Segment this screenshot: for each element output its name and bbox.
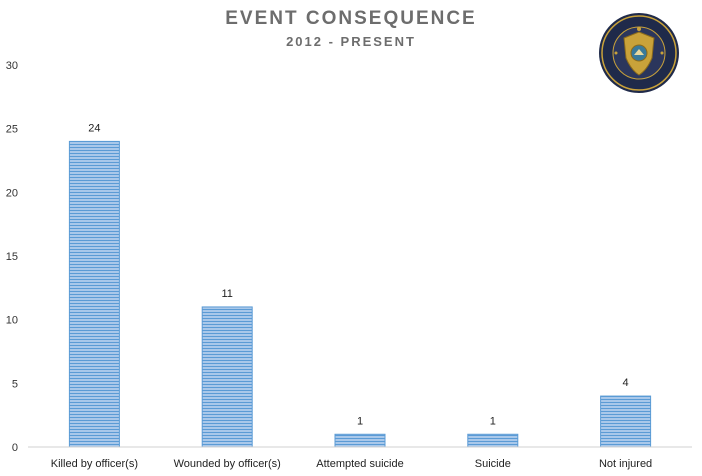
y-tick-label: 0 <box>12 442 18 454</box>
category-label: Not injured <box>599 458 652 470</box>
bar <box>68 140 120 448</box>
chart-subtitle: 2012 - PRESENT <box>286 34 416 49</box>
category-label: Attempted suicide <box>316 458 403 470</box>
category-label: Wounded by officer(s) <box>174 458 281 470</box>
y-tick-label: 25 <box>6 124 18 136</box>
y-tick-label: 30 <box>6 60 18 72</box>
police-badge-logo <box>598 12 680 94</box>
bar <box>600 395 652 448</box>
y-tick-label: 20 <box>6 187 18 199</box>
bar <box>334 433 386 448</box>
y-tick-label: 10 <box>6 315 18 327</box>
y-tick-label: 15 <box>6 251 18 263</box>
y-tick-label: 5 <box>12 378 18 390</box>
chart-title: EVENT CONSEQUENCE <box>225 8 477 29</box>
category-label: Killed by officer(s) <box>51 458 138 470</box>
category-label: Suicide <box>475 458 511 470</box>
bar <box>467 433 519 448</box>
data-label: 1 <box>490 415 496 427</box>
data-label: 1 <box>357 415 363 427</box>
data-label: 24 <box>88 122 100 134</box>
bar <box>201 306 253 448</box>
data-label: 11 <box>221 288 232 300</box>
data-label: 4 <box>623 377 629 389</box>
